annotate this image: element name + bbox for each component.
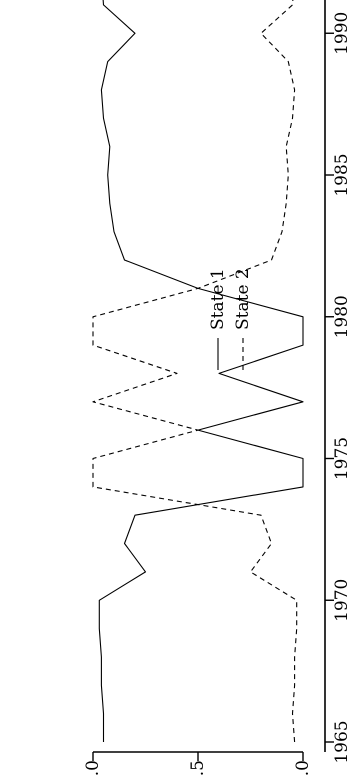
year-tick-label-1965: 1965 xyxy=(332,720,352,763)
year-tick-label-1980: 1980 xyxy=(332,295,352,338)
year-tick-label-1970: 1970 xyxy=(332,579,352,622)
year-tick-label-1985: 1985 xyxy=(332,153,352,196)
series-line-1 xyxy=(98,0,304,742)
year-tick-label-1990: 1990 xyxy=(332,12,352,55)
value-tick-label-1: 0.5 xyxy=(188,760,208,776)
legend-label-1: State 1 xyxy=(208,268,228,330)
plot-area: 1965 1970 1975 1980 1985 1990 0.0 0.5 1.0 State 1… xyxy=(83,0,352,776)
year-tick-label-1975: 1975 xyxy=(332,437,352,480)
legend-label-2: State 2 xyxy=(233,268,253,330)
value-tick-label-2: 1.0 xyxy=(83,760,103,776)
series-line-2 xyxy=(92,0,298,743)
value-tick-label-0: 0.0 xyxy=(293,760,313,776)
